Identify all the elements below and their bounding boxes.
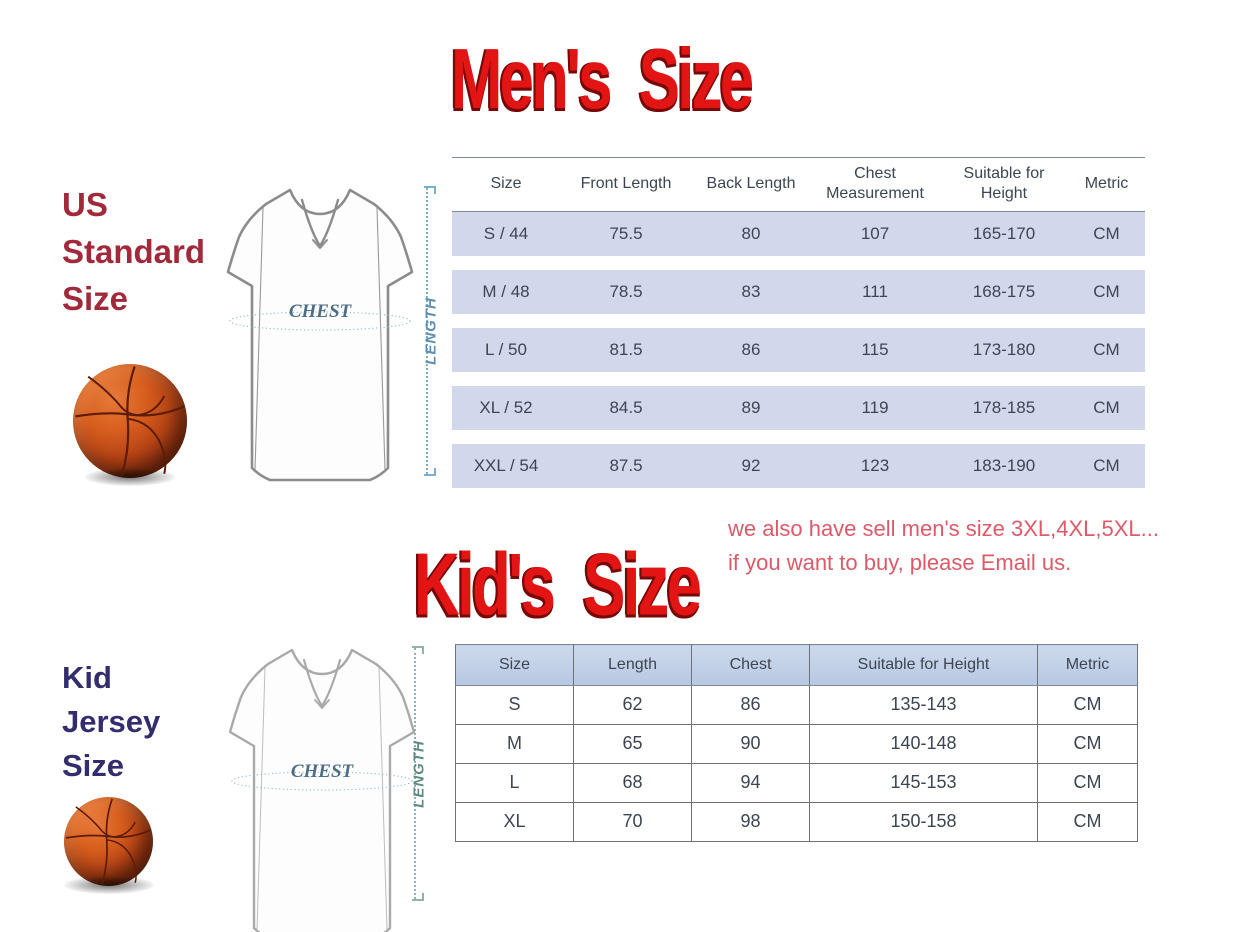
svg-text:CHEST: CHEST: [291, 761, 355, 782]
svg-text:CHEST: CHEST: [289, 301, 353, 322]
